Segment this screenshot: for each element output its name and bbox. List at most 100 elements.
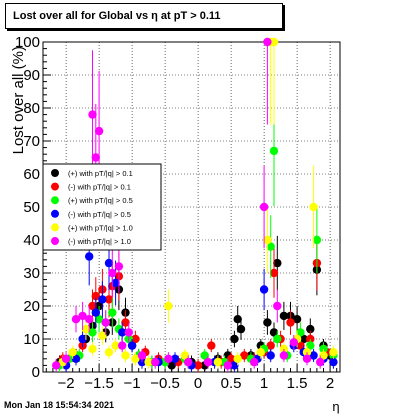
x-tick-label: −1.5 xyxy=(84,375,114,392)
data-point xyxy=(91,291,101,301)
data-point xyxy=(200,351,209,360)
data-point xyxy=(94,315,104,324)
data-point xyxy=(292,315,302,324)
data-point xyxy=(184,357,193,367)
data-point xyxy=(114,262,124,271)
legend-label: (+) with pT/|q| > 1.0 xyxy=(68,223,133,232)
x-tick-label: 1.5 xyxy=(287,375,308,392)
data-point xyxy=(273,301,282,311)
data-point xyxy=(302,354,312,363)
data-point xyxy=(256,348,265,357)
data-point xyxy=(61,354,71,363)
y-tick-label: 20 xyxy=(23,298,40,315)
timestamp: Mon Jan 18 15:54:34 2021 xyxy=(4,400,115,410)
data-point xyxy=(101,318,110,327)
data-point xyxy=(137,351,147,360)
data-point xyxy=(124,328,133,337)
data-point xyxy=(151,357,160,367)
data-point xyxy=(170,354,180,363)
y-tick-label: 90 xyxy=(23,67,40,84)
data-point xyxy=(104,348,114,357)
data-point xyxy=(121,351,130,360)
series-1 xyxy=(55,235,335,372)
data-point xyxy=(131,354,140,363)
data-point xyxy=(127,341,137,350)
x-tick-label: 1 xyxy=(260,375,268,392)
data-point xyxy=(98,295,107,304)
x-tick-label: −0.5 xyxy=(150,375,180,392)
data-point xyxy=(309,202,318,212)
data-point xyxy=(269,328,279,337)
data-point xyxy=(263,37,272,47)
data-point xyxy=(296,341,305,350)
data-point xyxy=(306,341,315,350)
data-point xyxy=(164,354,173,363)
y-tick-label: 50 xyxy=(23,199,40,216)
legend-label: (+) with pT/|q| > 0.1 xyxy=(68,169,133,178)
data-point xyxy=(296,328,305,337)
legend-marker xyxy=(51,237,59,245)
data-point xyxy=(266,341,275,350)
data-point xyxy=(98,331,107,340)
data-point xyxy=(312,235,322,245)
data-point xyxy=(104,295,114,304)
data-point xyxy=(319,344,328,354)
data-point xyxy=(269,37,279,47)
data-point xyxy=(78,334,87,344)
data-point xyxy=(85,252,94,261)
data-point xyxy=(131,334,140,344)
data-point xyxy=(279,311,289,321)
data-point xyxy=(167,361,176,370)
data-point xyxy=(263,318,272,327)
data-point xyxy=(164,301,173,311)
y-tick-label: 30 xyxy=(23,265,40,282)
data-point xyxy=(319,351,328,360)
data-point xyxy=(226,354,236,363)
x-axis-title: η xyxy=(332,399,339,414)
data-point xyxy=(223,361,232,370)
data-point xyxy=(259,202,269,212)
y-tick-label: 80 xyxy=(23,100,40,117)
data-point xyxy=(111,341,120,350)
data-point xyxy=(203,357,213,367)
x-tick-label: 0.5 xyxy=(221,375,242,392)
data-point xyxy=(306,324,315,334)
data-point xyxy=(118,341,127,350)
series-6 xyxy=(52,37,325,372)
y-axis-title: Lost over all (%) xyxy=(10,46,27,154)
legend-marker xyxy=(51,182,59,191)
x-tick-label: 0 xyxy=(194,375,202,392)
series-5 xyxy=(58,37,338,369)
data-point xyxy=(85,315,94,324)
data-point xyxy=(68,348,77,357)
data-point xyxy=(273,258,282,268)
data-point xyxy=(111,278,120,288)
data-point xyxy=(180,351,190,360)
data-point xyxy=(81,324,91,334)
data-point xyxy=(250,357,259,367)
data-point xyxy=(230,334,239,344)
data-point xyxy=(94,126,104,136)
data-point xyxy=(88,328,97,337)
y-tick-label: 10 xyxy=(23,331,40,348)
data-point xyxy=(329,357,338,367)
data-point xyxy=(259,285,269,294)
data-point xyxy=(316,357,325,367)
data-point xyxy=(269,146,279,156)
data-point xyxy=(329,348,338,357)
y-tick-label: 40 xyxy=(23,232,40,249)
data-point xyxy=(88,110,97,119)
data-point xyxy=(193,361,203,370)
axes: −2 −1.5 −1 −0.5 0 0.5 1 1.5 20102030405060708090… xyxy=(10,34,340,414)
legend-label: (-) with pT/|q| > 0.5 xyxy=(68,210,131,219)
legend: (+) with pT/|q| > 0.1 (-) with pT/|q| > 0… xyxy=(42,163,162,251)
data-point xyxy=(91,308,101,317)
x-tick-label: −1 xyxy=(124,375,141,392)
legend-marker xyxy=(51,196,59,205)
data-point xyxy=(91,153,101,162)
data-point xyxy=(104,258,114,268)
y-tick-label: 70 xyxy=(23,133,40,150)
data-point xyxy=(71,354,81,363)
